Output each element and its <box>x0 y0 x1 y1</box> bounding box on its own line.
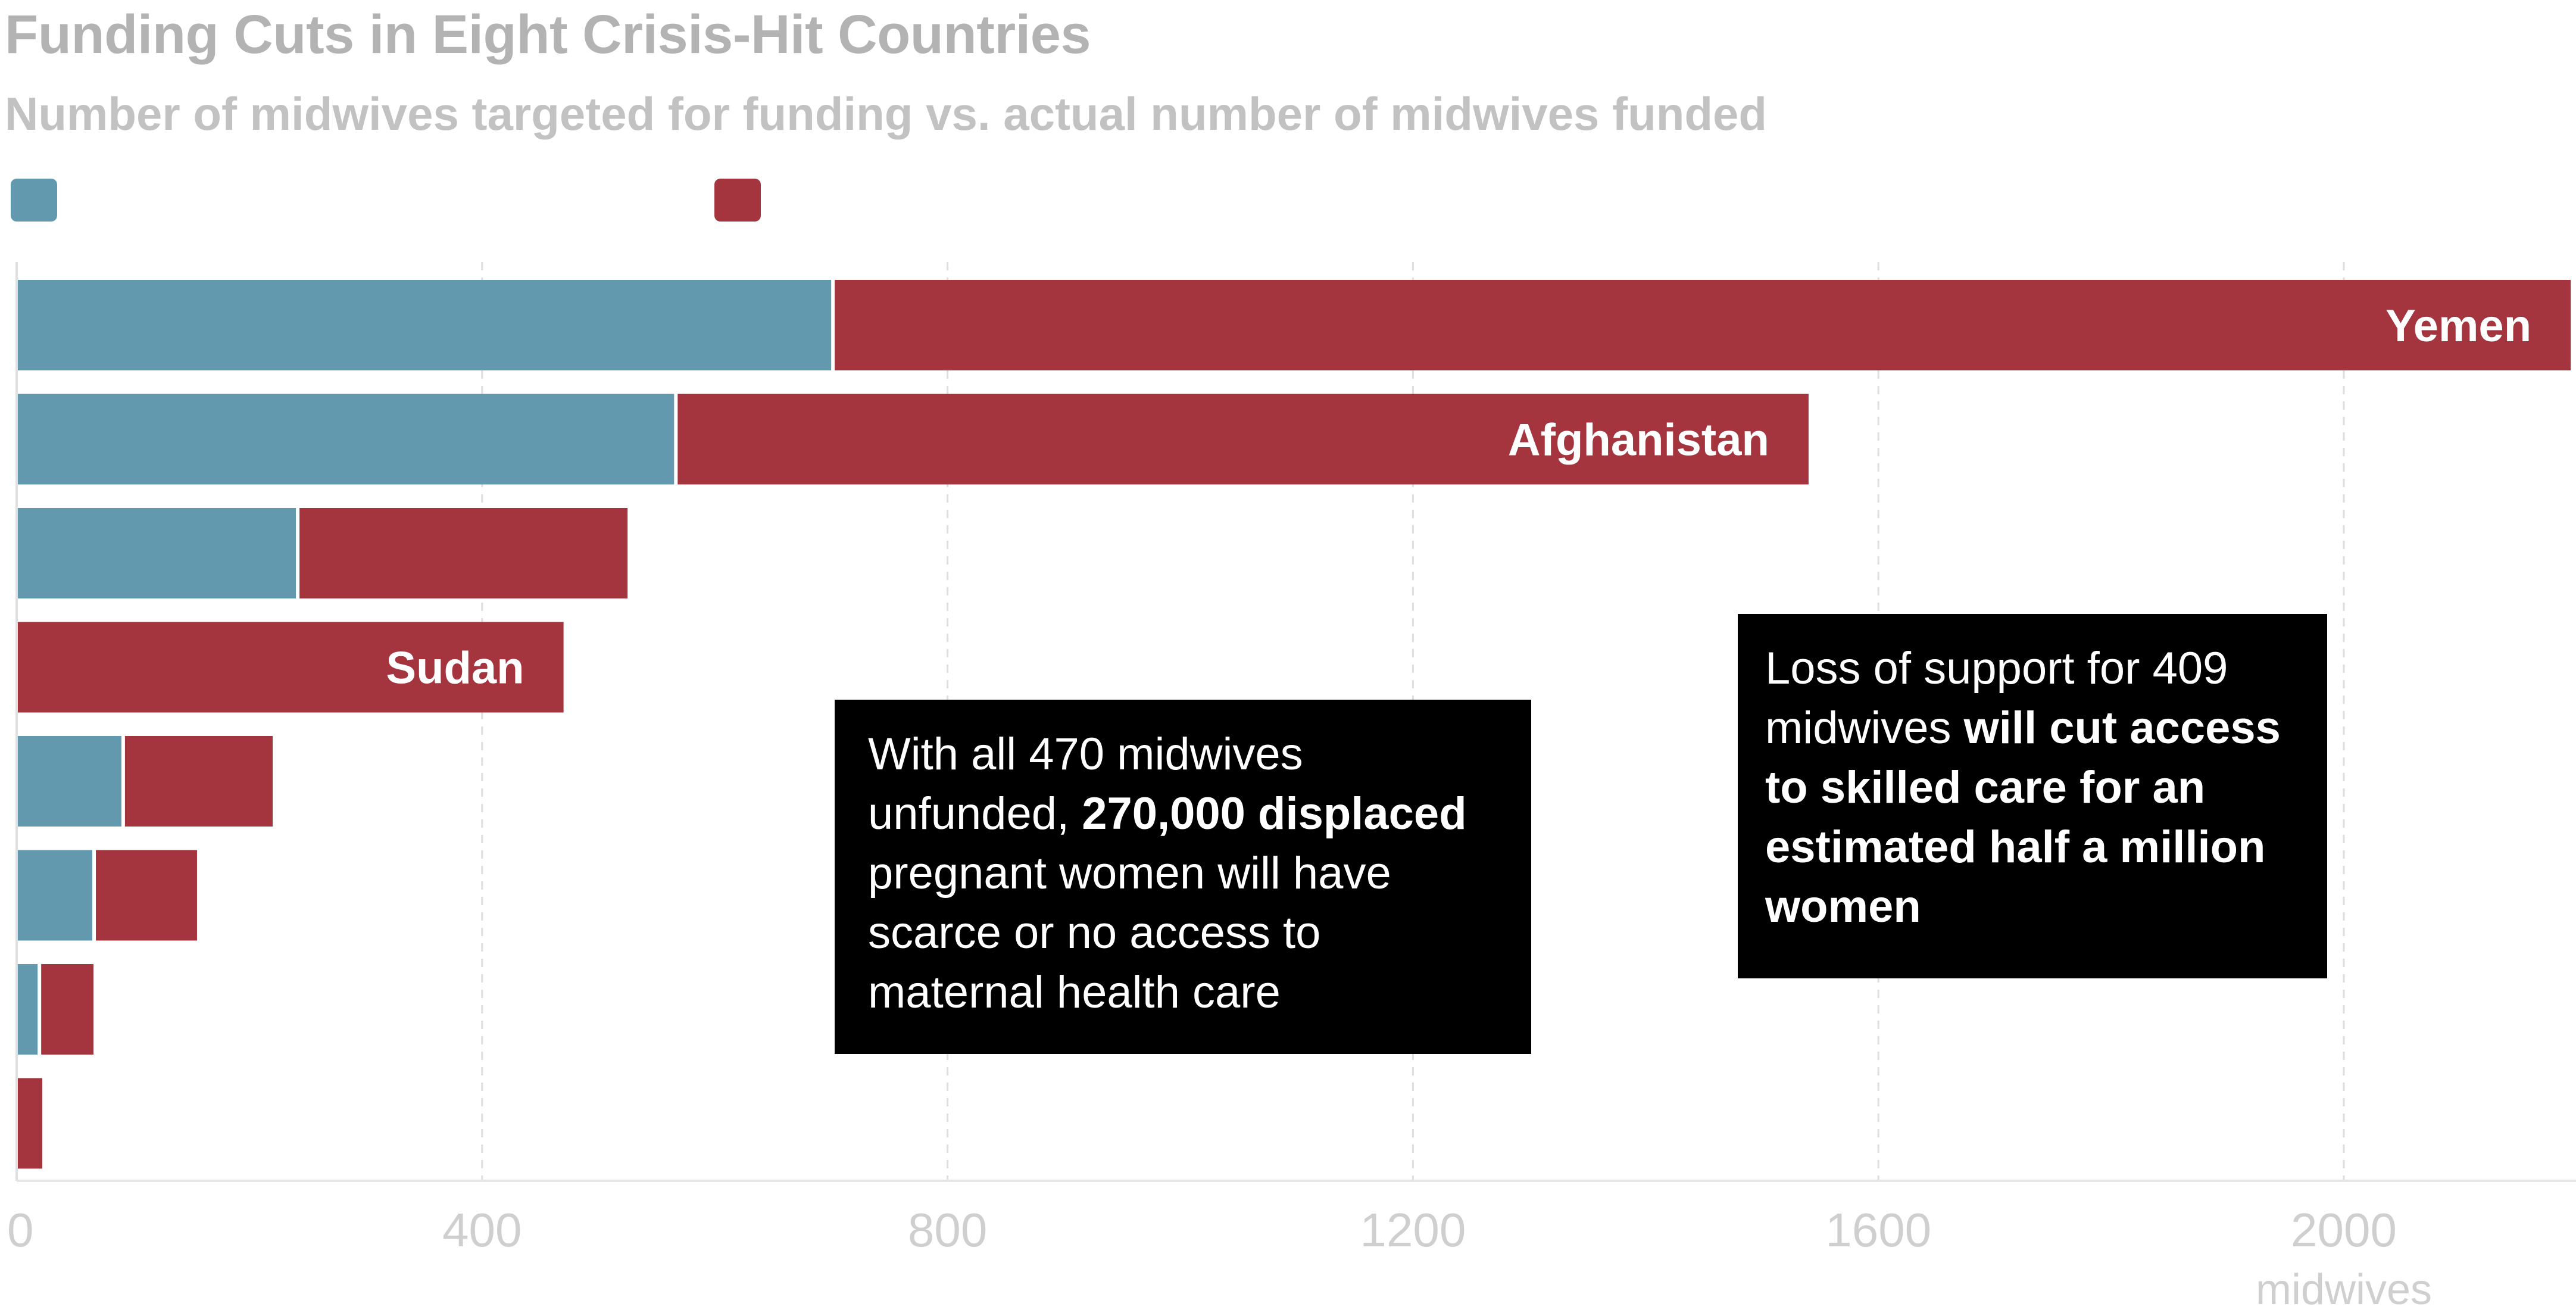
annotation-text: Loss of support for 409 <box>1765 643 2228 694</box>
annotation-text: maternal health care <box>868 967 1281 1018</box>
bar-label-yemen: Yemen <box>2385 301 2531 351</box>
bar-label-sudan: Sudan <box>386 643 524 694</box>
annotation-text: midwives <box>1765 703 1964 753</box>
bar-funded-6 <box>17 850 93 941</box>
x-tick-label: 1200 <box>1360 1203 1466 1256</box>
annotation-text: scarce or no access to <box>868 908 1321 958</box>
bar-unfunded-1 <box>835 280 2571 370</box>
x-tick-label: 0 <box>7 1203 34 1256</box>
bar-unfunded-5 <box>124 736 273 827</box>
bar-funded-2 <box>17 394 675 485</box>
bar-unfunded-4 <box>17 622 564 713</box>
bars <box>17 280 2571 1169</box>
x-tick-label: 2000 <box>2291 1203 2397 1256</box>
annotation-text: estimated half a million <box>1765 822 2266 872</box>
annotation-afghanistan: Loss of support for 409 midwives will cut… <box>1738 614 2327 978</box>
x-axis: 0 400 800 1200 1600 2000 midwives <box>7 262 2576 1314</box>
legend-swatch-unfunded <box>714 179 761 222</box>
annotation-text: unfunded, <box>868 788 1082 839</box>
x-axis-title: midwives <box>2256 1266 2432 1314</box>
annotation-sudan: With all 470 midwives unfunded, 270,000 d… <box>835 700 1531 1054</box>
bar-labels: Yemen Afghanistan Sudan <box>386 301 2531 694</box>
annotation-text: women <box>1765 881 1921 932</box>
bar-unfunded-8 <box>17 1078 42 1169</box>
bar-label-afghanistan: Afghanistan <box>1508 415 1769 466</box>
x-tick-label: 800 <box>908 1203 987 1256</box>
x-tick-label: 400 <box>442 1203 522 1256</box>
bar-unfunded-2 <box>677 394 1809 485</box>
annotation-text: pregnant women will have <box>868 848 1391 899</box>
bar-unfunded-6 <box>96 850 197 941</box>
legend-swatch-funded <box>11 179 57 222</box>
chart-title: Funding Cuts in Eight Crisis-Hit Countri… <box>5 4 1091 65</box>
x-tick-label: 1600 <box>1825 1203 1931 1256</box>
bar-funded-7 <box>17 964 38 1055</box>
bar-funded-5 <box>17 736 121 827</box>
annotation-text: 270,000 displaced <box>1082 788 1467 839</box>
bar-funded-1 <box>17 280 832 370</box>
bar-unfunded-7 <box>41 964 93 1055</box>
annotation-text: to skilled care for an <box>1765 762 2206 813</box>
chart-subtitle: Number of midwives targeted for funding … <box>5 88 1768 140</box>
annotation-text: With all 470 midwives <box>868 729 1303 779</box>
annotation-text: will cut access <box>1963 703 2281 753</box>
bar-funded-3 <box>17 508 296 598</box>
bar-unfunded-3 <box>299 508 628 598</box>
